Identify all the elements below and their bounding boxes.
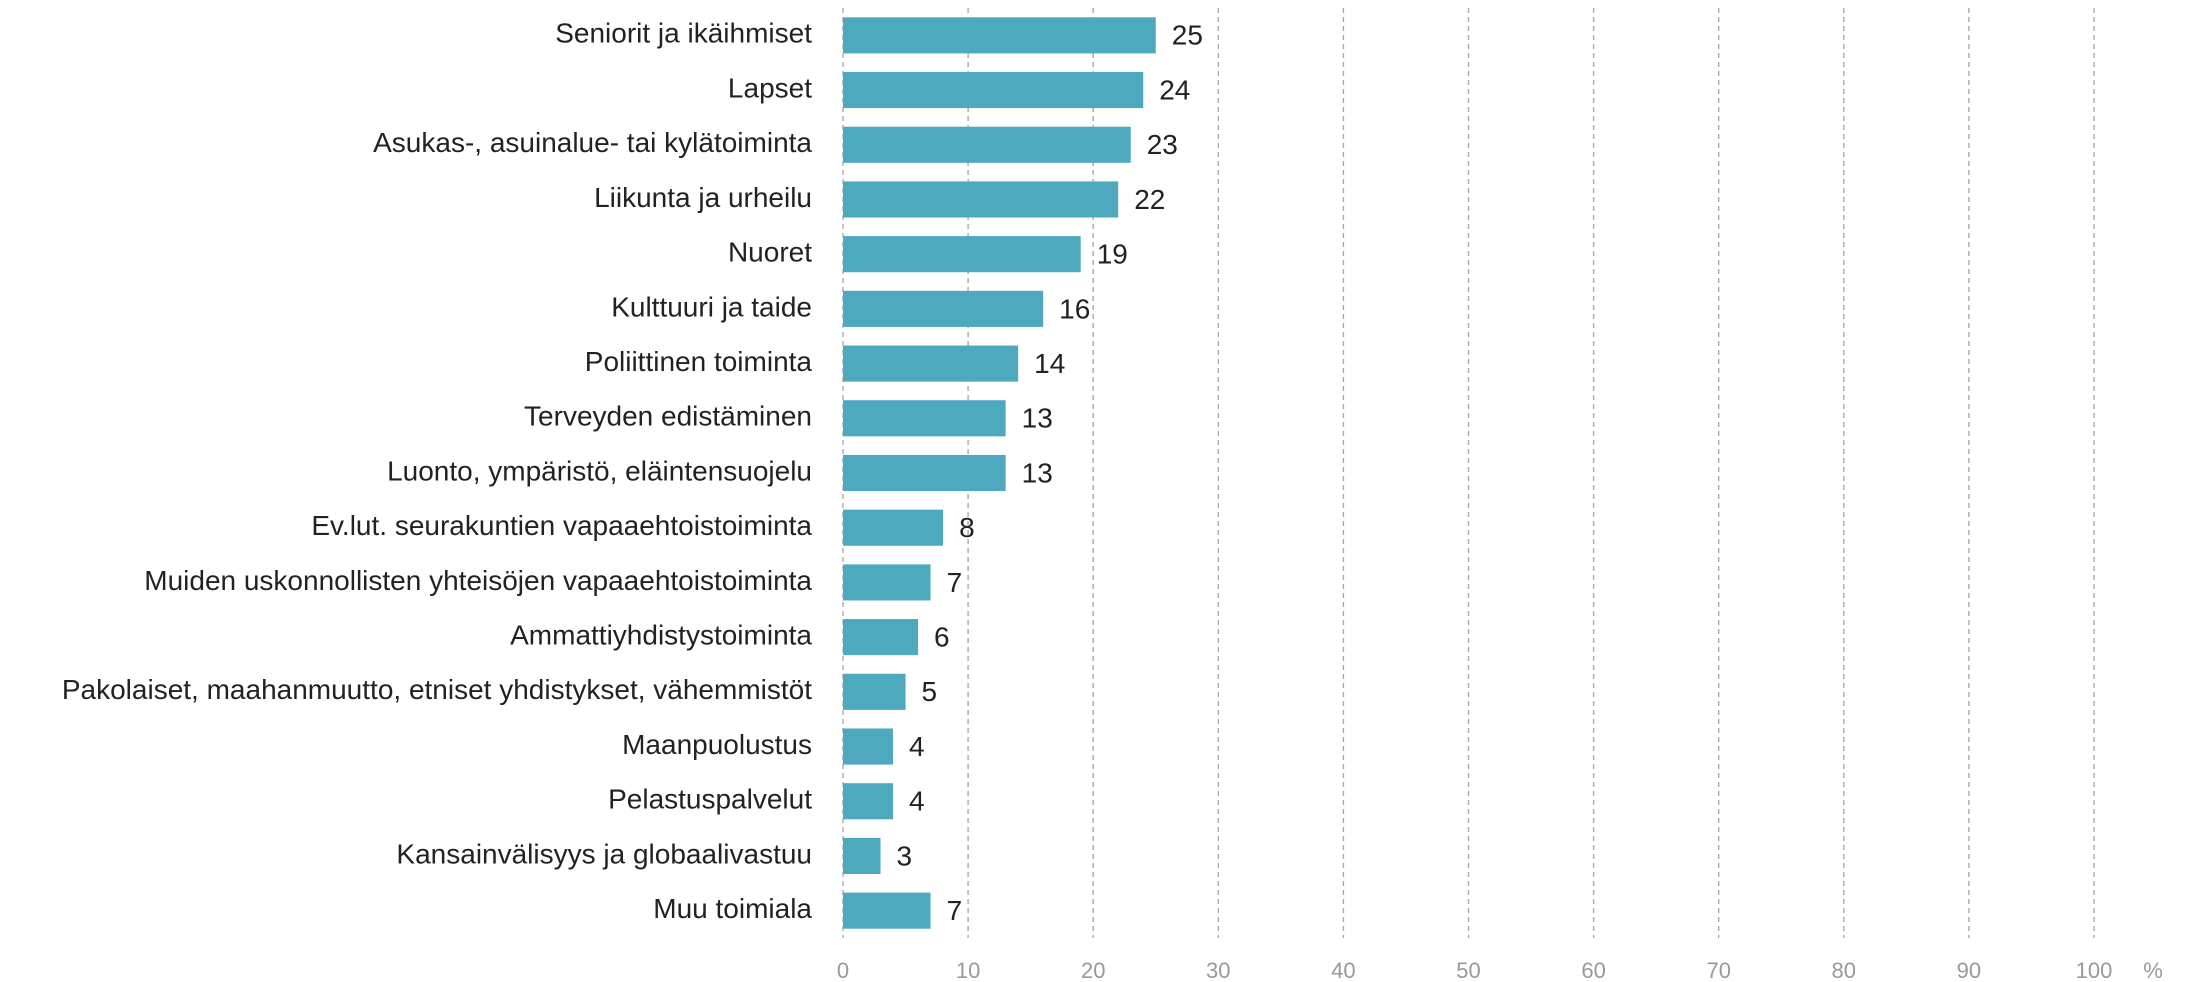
x-tick-label: 40 [1331, 958, 1355, 982]
y-tick-label: Pakolaiset, maahanmuutto, etniset yhdist… [62, 674, 812, 705]
y-tick-label: Seniorit ja ikäihmiset [555, 18, 812, 49]
value-label: 14 [1034, 348, 1065, 379]
x-tick-label: 60 [1581, 958, 1605, 982]
bar [843, 454, 1006, 492]
value-label: 22 [1134, 184, 1165, 215]
y-tick-label: Muu toimiala [653, 893, 812, 924]
bar [843, 126, 1131, 163]
value-label: 4 [909, 731, 925, 762]
bar [843, 509, 944, 546]
bar [843, 564, 931, 601]
y-tick-label: Kulttuuri ja taide [611, 291, 812, 322]
bar [843, 236, 1081, 273]
bar [843, 72, 1144, 109]
x-tick-label: 20 [1081, 958, 1105, 982]
value-label: 3 [897, 840, 913, 871]
y-tick-label: Asukas-, asuinalue- tai kylätoiminta [373, 127, 812, 158]
bar [843, 619, 919, 656]
value-label: 7 [947, 895, 963, 926]
y-tick-label: Liikunta ja urheilu [594, 182, 812, 213]
bar [843, 728, 894, 765]
value-label: 13 [1022, 403, 1053, 434]
y-tick-label: Lapset [728, 72, 812, 103]
value-label: 24 [1159, 74, 1190, 105]
x-tick-label: 100 [2076, 958, 2113, 982]
bar [843, 783, 894, 820]
bar [843, 181, 1119, 218]
y-tick-label: Maanpuolustus [622, 729, 812, 760]
value-label: 5 [922, 676, 938, 707]
x-tick-label: 30 [1206, 958, 1230, 982]
value-label: 7 [947, 567, 963, 598]
value-label: 8 [959, 512, 975, 543]
bar [843, 892, 931, 929]
value-label: 13 [1022, 457, 1053, 488]
bar [843, 673, 906, 710]
bar [843, 345, 1019, 382]
bar [843, 290, 1044, 327]
x-tick-label: 0 [837, 958, 849, 982]
bar [843, 17, 1156, 54]
y-tick-label: Terveyden edistäminen [524, 401, 812, 432]
value-label: 4 [909, 786, 925, 817]
y-tick-label: Ev.lut. seurakuntien vapaaehtoistoiminta [311, 510, 812, 541]
bar [843, 837, 881, 874]
y-tick-label: Poliittinen toiminta [585, 346, 813, 377]
x-tick-label: 10 [956, 958, 980, 982]
value-label: 19 [1097, 239, 1128, 270]
x-tick-label: 90 [1957, 958, 1981, 982]
y-tick-label: Kansainvälisyys ja globaalivastuu [396, 838, 812, 869]
x-tick-label: 70 [1706, 958, 1730, 982]
x-tick-label: 80 [1832, 958, 1856, 982]
y-tick-label: Luonto, ympäristö, eläintensuojelu [387, 455, 812, 486]
value-label: 25 [1172, 20, 1203, 51]
y-tick-label: Nuoret [728, 237, 812, 268]
x-axis-unit: % [2143, 958, 2163, 982]
y-tick-label: Pelastuspalvelut [608, 784, 812, 815]
value-label: 23 [1147, 129, 1178, 160]
y-tick-label: Muiden uskonnollisten yhteisöjen vapaaeh… [144, 565, 812, 596]
bar [843, 400, 1006, 437]
value-label: 16 [1059, 293, 1090, 324]
value-label: 6 [934, 622, 950, 653]
y-tick-label: Ammattiyhdistystoiminta [510, 620, 812, 651]
x-tick-label: 50 [1456, 958, 1480, 982]
